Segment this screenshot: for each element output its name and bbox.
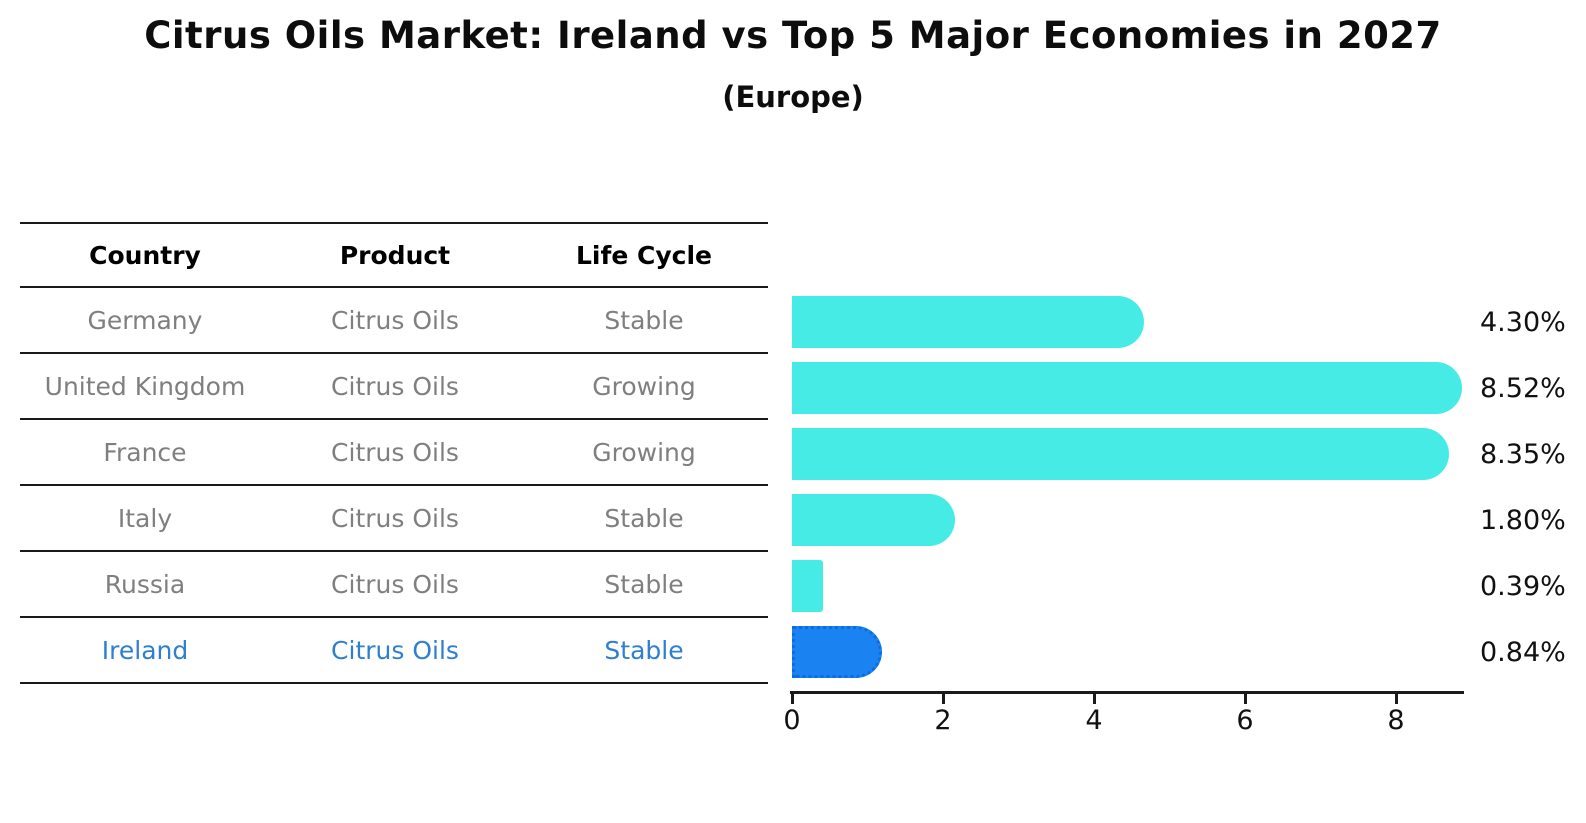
bar-value-label-italy: 1.80%	[1480, 504, 1566, 536]
cell-life-cycle: Stable	[604, 569, 684, 599]
table-header-row: Country Product Life Cycle	[20, 222, 768, 288]
x-axis-tick-label-4: 4	[1085, 705, 1103, 736]
bar-ireland	[792, 626, 882, 678]
bar-germany	[792, 296, 1144, 348]
bar-russia	[792, 560, 823, 612]
cell-country: Ireland	[101, 635, 189, 665]
x-axis-tick-label-6: 6	[1236, 705, 1254, 736]
bar-value-label-france: 8.35%	[1480, 438, 1566, 470]
x-axis-line	[790, 691, 1464, 694]
column-header-product: Product	[339, 240, 451, 270]
column-header-country: Country	[89, 240, 201, 270]
x-axis-tick-label-0: 0	[783, 705, 801, 736]
x-axis-tick-4	[1093, 694, 1096, 704]
column-header-life-cycle: Life Cycle	[575, 240, 713, 270]
cell-product: Citrus Oils	[331, 437, 459, 467]
cell-life-cycle: Stable	[604, 635, 684, 665]
x-axis-tick-0	[791, 694, 794, 704]
cell-country: United Kingdom	[44, 371, 246, 401]
bar-value-label-germany: 4.30%	[1480, 306, 1566, 338]
cell-life-cycle: Growing	[592, 371, 696, 401]
cell-life-cycle: Growing	[592, 437, 696, 467]
cell-product: Citrus Oils	[331, 635, 459, 665]
x-axis-tick-label-2: 2	[934, 705, 952, 736]
chart-subtitle: (Europe)	[722, 80, 864, 114]
table-row-ireland: Ireland Citrus Oils Stable	[20, 618, 768, 684]
cell-country: Germany	[87, 305, 203, 335]
cell-life-cycle: Stable	[604, 305, 684, 335]
cell-product: Citrus Oils	[331, 305, 459, 335]
cell-product: Citrus Oils	[331, 503, 459, 533]
cell-life-cycle: Stable	[604, 503, 684, 533]
table-row-france: France Citrus Oils Growing	[20, 420, 768, 486]
table-row-germany: Germany Citrus Oils Stable	[20, 288, 768, 354]
cell-country: Russia	[104, 569, 186, 599]
chart-title: Citrus Oils Market: Ireland vs Top 5 Maj…	[144, 14, 1442, 57]
country-table: Country Product Life Cycle Germany Citrus…	[20, 222, 768, 684]
bar-united-kingdom	[792, 362, 1462, 414]
x-axis-tick-8	[1395, 694, 1398, 704]
bar-france	[792, 428, 1449, 480]
table-row-italy: Italy Citrus Oils Stable	[20, 486, 768, 552]
x-axis-tick-6	[1244, 694, 1247, 704]
cell-product: Citrus Oils	[331, 371, 459, 401]
table-row-united-kingdom: United Kingdom Citrus Oils Growing	[20, 354, 768, 420]
cell-country: France	[103, 437, 187, 467]
x-axis-tick-2	[942, 694, 945, 704]
cell-country: Italy	[117, 503, 173, 533]
bar-value-label-united-kingdom: 8.52%	[1480, 372, 1566, 404]
cell-product: Citrus Oils	[331, 569, 459, 599]
table-row-russia: Russia Citrus Oils Stable	[20, 552, 768, 618]
bar-italy	[792, 494, 955, 546]
bar-value-label-russia: 0.39%	[1480, 570, 1566, 602]
x-axis-tick-label-8: 8	[1387, 705, 1405, 736]
bar-value-label-ireland: 0.84%	[1480, 636, 1566, 668]
table-body: Germany Citrus Oils Stable United Kingdom Ci…	[20, 288, 768, 684]
